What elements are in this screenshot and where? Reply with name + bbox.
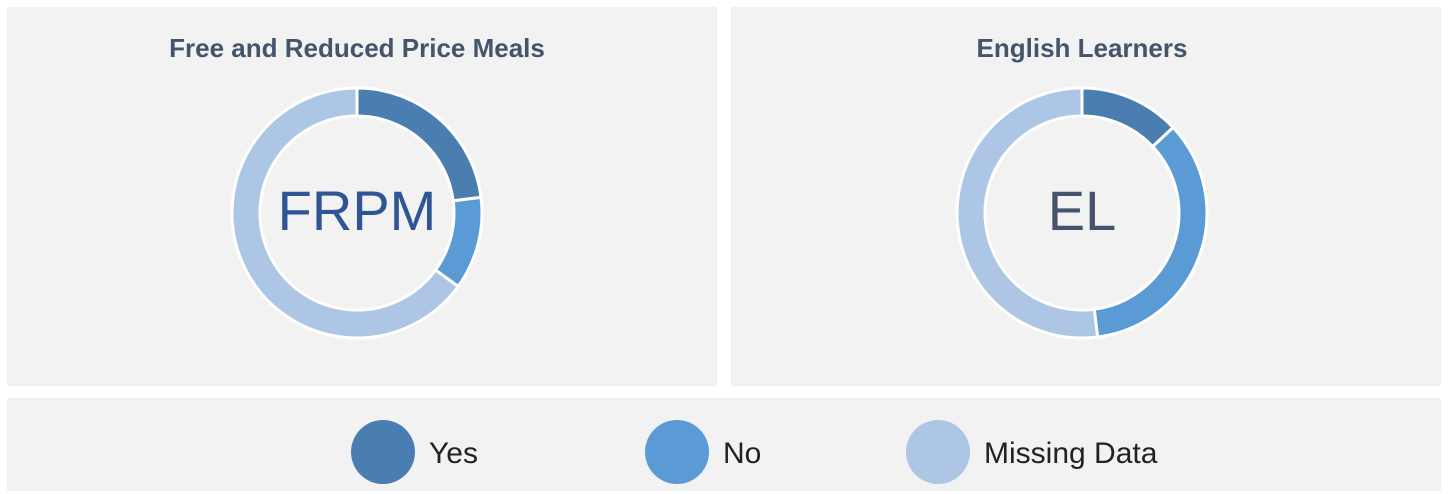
legend-label: Yes <box>429 437 478 470</box>
chart-title: Free and Reduced Price Meals <box>169 33 545 63</box>
donut-segment <box>230 86 461 340</box>
center-label: FRPM <box>278 179 437 242</box>
donut-segment <box>955 86 1100 340</box>
chart-title: English Learners <box>977 33 1188 63</box>
legend-label: No <box>723 437 761 470</box>
legend-swatch <box>351 420 415 484</box>
legend-swatch <box>906 420 970 484</box>
legend-panel <box>7 398 1441 491</box>
legend-label: Missing Data <box>984 437 1158 470</box>
center-label: EL <box>1048 179 1117 242</box>
legend-swatch <box>645 420 709 484</box>
